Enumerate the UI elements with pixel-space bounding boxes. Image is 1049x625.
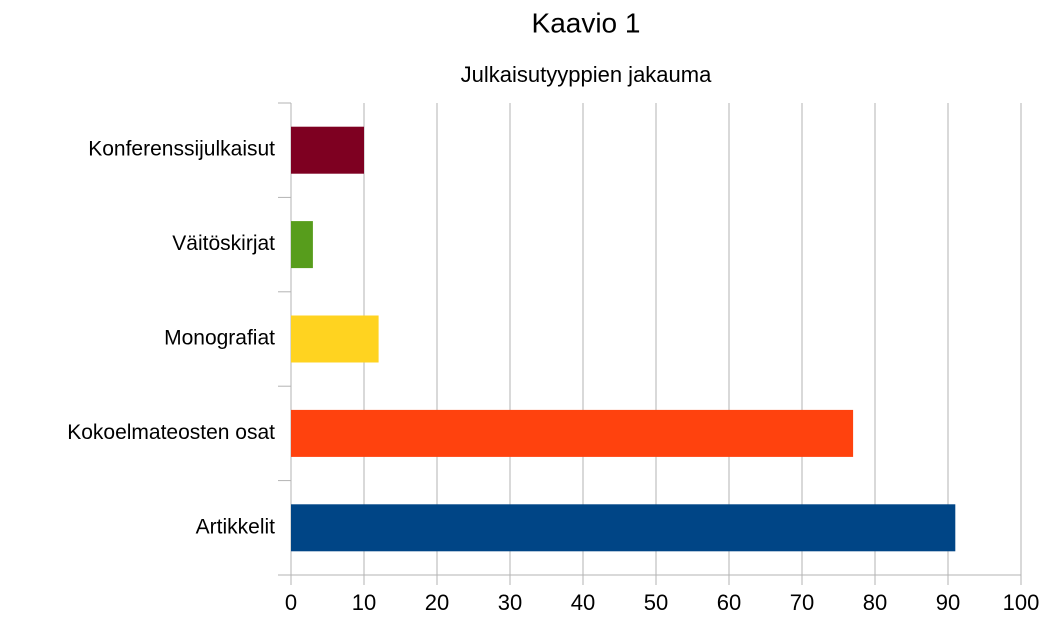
x-tick-label: 80 bbox=[863, 590, 887, 615]
x-tick-label: 0 bbox=[285, 590, 297, 615]
x-tick-label: 70 bbox=[790, 590, 814, 615]
bar bbox=[291, 126, 364, 174]
x-tick-label: 30 bbox=[498, 590, 522, 615]
x-tick-label: 20 bbox=[425, 590, 449, 615]
x-tick-label: 40 bbox=[571, 590, 595, 615]
x-tick-label: 50 bbox=[644, 590, 668, 615]
y-tick-label: Konferenssijulkaisut bbox=[88, 138, 275, 161]
bar bbox=[291, 221, 313, 269]
bar bbox=[291, 315, 379, 363]
chart-title: Kaavio 1 bbox=[532, 7, 641, 38]
bar bbox=[291, 504, 956, 552]
y-tick-label: Artikkelit bbox=[196, 515, 276, 538]
chart-subtitle: Julkaisutyyppien jakauma bbox=[461, 62, 712, 87]
x-tick-label: 10 bbox=[352, 590, 376, 615]
bar bbox=[291, 409, 854, 457]
y-tick-label: Kokoelmateosten osat bbox=[67, 421, 275, 444]
x-tick-label: 90 bbox=[936, 590, 960, 615]
y-tick-label: Monografiat bbox=[164, 327, 275, 350]
x-tick-label: 100 bbox=[1003, 590, 1040, 615]
x-tick-label: 60 bbox=[717, 590, 741, 615]
y-tick-label: Väitöskirjat bbox=[172, 232, 275, 255]
